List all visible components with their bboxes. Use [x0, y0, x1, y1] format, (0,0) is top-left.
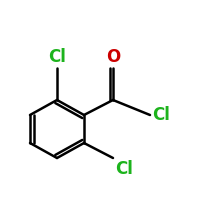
Text: O: O [106, 48, 120, 66]
Text: Cl: Cl [48, 48, 66, 66]
Text: Cl: Cl [115, 160, 133, 178]
Text: Cl: Cl [152, 106, 170, 124]
